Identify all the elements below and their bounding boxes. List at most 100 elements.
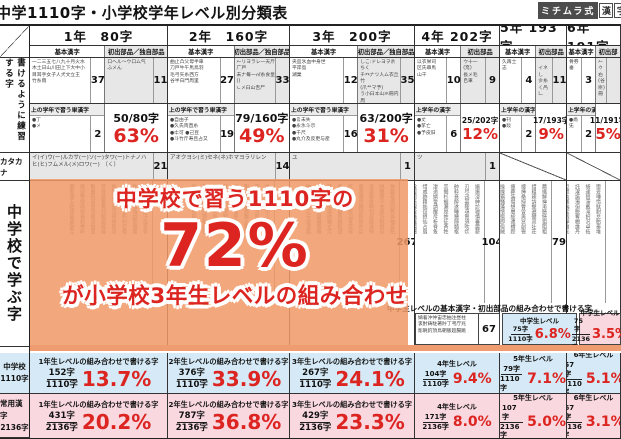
joyo-num-5: 107字	[500, 404, 523, 423]
upper-list-g1: ●丁 ●㐅	[30, 116, 90, 152]
highlight-overlay	[30, 179, 408, 345]
joyo-num-6: 67字	[567, 404, 582, 423]
jhs-level-label-2136: 中学生レベル	[581, 307, 620, 317]
upper-list-g3: ●㐆未失 ●永氷斗示 ●千尺 ●丸介及反更与産	[290, 116, 343, 152]
jhs-den-4: 1110字	[422, 380, 448, 389]
jhs-kanji-count-g5: 79	[551, 181, 566, 303]
upper-list-g4: ●丈 ●㒸亡 ●予皮旧	[415, 116, 446, 152]
header-grade3: 3年 200字	[290, 26, 415, 46]
katakana-row: イ(イ)ウ(ー)ルカサ(ー)ソ(ー)タワ(ー)トナノハ ヒ(ヒ)フムメル(メ)ロ…	[30, 153, 621, 181]
joyo-pct-6: 3.1%	[586, 415, 621, 429]
upper-list-g6: ●㡀旡	[567, 116, 581, 152]
jhs-summary-row: 1年生レベルの組み合わせで書ける字 152字 1110字 13.7% 2年生レベルの…	[30, 353, 621, 394]
joyo-den-6: 2136字	[567, 423, 582, 439]
joyo-den-4: 2136字	[422, 423, 448, 432]
jhs-pct-3: 24.1%	[335, 369, 404, 389]
jhs-num-3: 267字	[300, 368, 330, 380]
jhs-kanji-count-g6	[605, 181, 620, 303]
row-label-practice: 書けるように練習する字	[0, 58, 30, 153]
parts-list-g6: 𠂉𠂊右 (谷𦣞) 冊	[596, 58, 606, 103]
header-grade5: 5年 193字	[500, 26, 567, 46]
jhs-cell-label-1: 1年生レベルの組み合わせで書ける字	[38, 357, 158, 367]
summary-frac-g4: 25/202字	[462, 115, 498, 126]
subheader-basic-g3: 基本漢字	[290, 46, 358, 57]
basic-kanji-list-g5: 久再士 志	[500, 58, 521, 103]
joyo-num-1: 431字	[47, 411, 77, 423]
upper-label-g5: 上学年の漢字	[500, 104, 535, 116]
parts-count-g1: 11	[153, 58, 167, 103]
subheader-parts-g5: 初出部品	[536, 46, 566, 57]
jhs-den-1: 1110字	[46, 380, 78, 391]
summary-frac-g5: 17/193字	[533, 115, 567, 126]
upper-label-g1: 上の学年で習う単漢字	[30, 104, 104, 116]
jhs-pct-6: 5.1%	[586, 372, 621, 386]
joyo-den-1: 2136字	[46, 423, 78, 434]
joyo-cell-label-2: 2年生レベルの組み合わせで書ける字	[168, 400, 288, 410]
basic-kanji-list-g2: 曲止凸父母半車 刀戸牛午馬鳥羽 毛弓矢糸西方 谷半白門周里	[168, 58, 220, 103]
joyo-cell-label-5: 5年生レベル	[513, 394, 553, 403]
upper-label-g2: 上の学年で習う単漢字	[168, 104, 234, 116]
summary-frac-g3: 63/200字	[359, 110, 412, 126]
katakana-none-g6	[567, 153, 621, 181]
summary-frac-g1: 50/80字	[113, 110, 159, 126]
logo-char: 字	[614, 3, 621, 18]
basic-count-g4: 10	[446, 58, 460, 103]
parts-list-g3: しこ:ドレヨヲ𠂢ちく チ癶𠂇ツ人ム衣丘竹 (爪艹マ予) う小𦥑ヰ山氺冊内周	[358, 58, 400, 103]
basic-count-g5: 4	[521, 58, 535, 103]
joyo-pct-2: 36.8%	[212, 412, 281, 432]
jhs-cell-label-3: 3年生レベルの組み合わせで書ける字	[292, 357, 412, 367]
subheader-parts-g2: 初出部品／独自部品	[235, 46, 289, 57]
row-label-jhs-learn: 中学校で学ぶ字	[0, 181, 30, 347]
parts-count-g4: 9	[485, 58, 499, 103]
jhs-level-num-1110: 75字	[511, 325, 531, 334]
jhs-pct-2: 33.9%	[212, 369, 281, 389]
summary-pct-g6: 5%	[595, 127, 620, 142]
jhs-cell-label-2: 2年生レベルの組み合わせで書ける字	[168, 357, 288, 367]
practice-label: 書けるように練習する字	[3, 58, 27, 152]
jhs-level-kanji-list: 嫡着沖仲宙忠抽注昼柱 衷酎鋳駐著貯丁弔庁兆 彫眺釣頂鳥朝脹超腸跳	[416, 314, 478, 344]
summary-frac-g2: 79/160字	[235, 110, 288, 126]
upper-label-g4: 上学年の漢字	[415, 104, 460, 116]
subheader-basic-g4: 基本漢字	[415, 46, 461, 57]
subheader-basic-g1: 基本漢字	[30, 46, 105, 57]
jhs-learn-label: 中学校で学ぶ字	[4, 204, 25, 323]
subheader-parts-g1: 初出部品／独自部品	[105, 46, 167, 57]
jhs-num-6: 57字	[567, 361, 582, 380]
parts-count-g2: 33	[275, 58, 289, 103]
parts-count-g3: 35	[400, 58, 414, 103]
jhs-level-cell-2136: 中学生レベル 75字2136字3.5%	[579, 313, 621, 345]
parts-count-g5: 11	[552, 58, 566, 103]
joyo-pct-1: 20.2%	[82, 412, 151, 432]
grade-header-row: 1年 80字 2年 160字 3年 200字 4年 202字 5年 193字 6…	[30, 26, 621, 46]
jhs-level-cell-1110: 中学生レベル 75字 1110字 6.8%	[502, 313, 577, 345]
upper-count-g2: 19	[220, 116, 234, 152]
upper-count-g1: 2	[90, 116, 104, 152]
jhs-num-5: 79字	[501, 365, 522, 375]
row-label-joyo: 常用漢字 2136字	[0, 394, 30, 438]
basic-kanji-row: 一二三五七八九十月火水 木土日山川田上下大中小 目耳手女子人犬文立王 竹糸雨 37…	[30, 58, 621, 104]
summary-pct-g2: 49%	[239, 127, 284, 146]
joyo-cell-label-1: 1年生レベルの組み合わせで書ける字	[38, 400, 158, 410]
jhs-total: 1110字	[0, 373, 28, 385]
katakana-count-g1: 21	[153, 153, 167, 180]
joyo-pct-5: 5.0%	[527, 415, 566, 429]
subheader-row: 基本漢字 初出部品／独自部品 基本漢字 初出部品／独自部品 基本漢字 初出部品／独自部…	[30, 46, 621, 58]
joyo-num-2: 787字	[177, 411, 207, 423]
joyo-name: 常用漢字	[0, 398, 29, 422]
joyo-pct-3: 23.3%	[335, 412, 404, 432]
jhs-kanji-count-g4: 104	[484, 181, 499, 303]
jhs-num-4: 104字	[423, 370, 449, 380]
basic-kanji-list-g3: 央皿氷血中身世 平岸島 湖業	[290, 58, 343, 103]
joyo-den-2: 2136字	[176, 423, 208, 434]
subheader-basic-g5: 基本漢字	[500, 46, 536, 57]
upper-label-g3: 上の学年で習う単漢字	[290, 104, 357, 116]
michimura-logo: ミチムラ式 漢 字 学 習	[538, 2, 621, 19]
basic-count-g6: 3	[581, 58, 595, 103]
upper-count-g3: 16	[343, 116, 357, 152]
joyo-summary-row: 1年生レベルの組み合わせで書ける字 431字 2136字 20.2% 2年生レベルの…	[30, 394, 621, 438]
summary-pct-g1: 63%	[113, 127, 158, 146]
parts-count-g6	[606, 58, 620, 103]
jhs-level-pct-2136: 3.5%	[592, 327, 621, 342]
katakana-list-g1: イ(イ)ウ(ー)ルカサ(ー)ソ(ー)タワ(ー)トナノハ ヒ(ヒ)フムメル(メ)ロ…	[30, 153, 153, 180]
jhs-cell-label-5: 5年生レベル	[513, 354, 553, 364]
